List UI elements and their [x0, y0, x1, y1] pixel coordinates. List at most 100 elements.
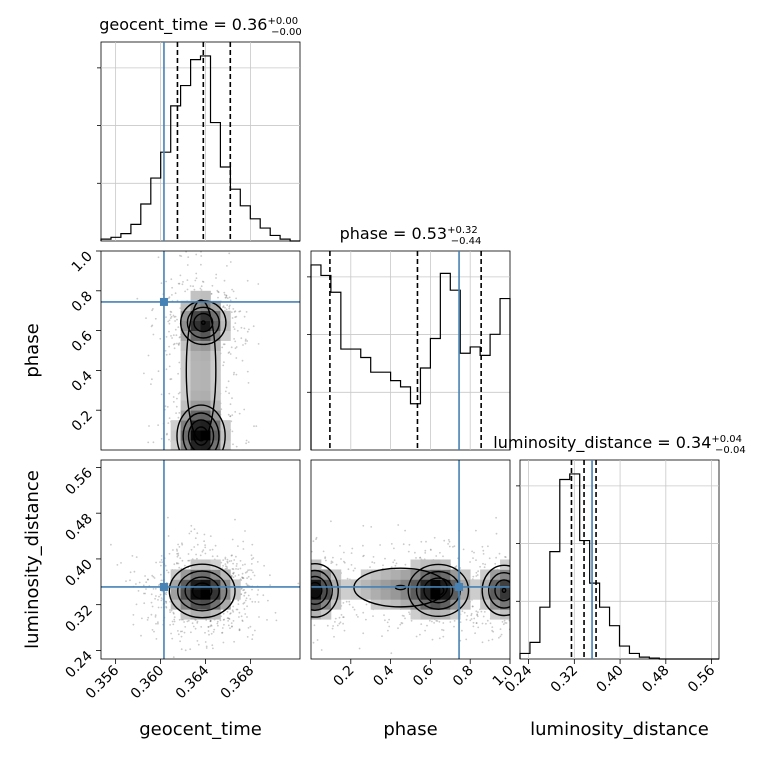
sample-point: [390, 566, 393, 568]
sample-point: [431, 638, 434, 641]
sample-point: [228, 296, 231, 299]
sample-point: [217, 624, 219, 627]
sample-point: [403, 615, 405, 617]
sample-point: [207, 456, 209, 458]
sample-point: [168, 319, 171, 322]
sample-point: [511, 608, 513, 610]
sample-point: [404, 563, 407, 566]
sample-point: [129, 571, 132, 574]
sample-point: [200, 263, 202, 266]
sample-point: [242, 577, 245, 580]
sample-point: [475, 622, 478, 624]
sample-point: [196, 557, 198, 560]
sample-point: [184, 450, 186, 452]
density-cell: [500, 599, 510, 610]
sample-point: [167, 535, 170, 537]
sample-point: [229, 415, 232, 418]
sample-point: [173, 620, 176, 623]
sample-point: [254, 629, 256, 632]
sample-point: [200, 289, 203, 291]
sample-point: [463, 611, 466, 614]
sample-point: [200, 285, 203, 288]
sample-point: [150, 325, 153, 328]
sample-point: [347, 568, 350, 571]
sample-point: [239, 310, 242, 313]
sample-point: [152, 575, 155, 578]
sample-point: [176, 562, 178, 565]
contour-line: [186, 306, 220, 339]
sample-point: [309, 616, 311, 618]
sample-point: [199, 554, 202, 557]
sample-point: [197, 454, 199, 456]
sample-point: [475, 622, 478, 624]
sample-point: [448, 545, 451, 548]
density-cell: [210, 440, 221, 450]
sample-point: [231, 609, 234, 612]
sample-point: [342, 602, 345, 604]
sample-point: [170, 609, 173, 612]
sample-point: [246, 340, 249, 342]
sample-point: [244, 338, 247, 341]
sample-point: [235, 315, 238, 318]
sample-point: [237, 568, 240, 570]
sample-point: [176, 550, 179, 552]
sample-point: [165, 316, 167, 318]
sample-point: [160, 393, 163, 396]
density-cell: [200, 430, 211, 441]
sample-point: [355, 614, 358, 616]
density-cell: [490, 569, 501, 580]
sample-point: [362, 524, 365, 527]
sample-point: [397, 524, 400, 526]
sample-point: [248, 328, 250, 331]
sample-point: [211, 555, 214, 558]
sample-point: [226, 304, 229, 306]
sample-point: [176, 397, 178, 400]
density-cell: [400, 569, 411, 580]
sample-point: [269, 574, 271, 577]
sample-point: [390, 543, 393, 545]
sample-point: [499, 635, 502, 638]
contour-line: [177, 570, 228, 612]
sample-point: [213, 628, 216, 631]
sample-point: [247, 584, 250, 587]
sample-point: [242, 344, 244, 346]
sample-point: [338, 616, 341, 619]
density-cell: [180, 599, 191, 610]
density-cell: [410, 559, 421, 570]
density-cell: [220, 599, 231, 610]
sample-point: [217, 291, 220, 294]
sample-point: [152, 441, 155, 444]
sample-point: [481, 545, 484, 548]
sample-point: [226, 617, 229, 619]
sample-point: [516, 593, 518, 595]
sample-point: [174, 292, 177, 295]
sample-point: [164, 247, 166, 249]
y-tick-label: 1.0: [69, 249, 96, 276]
sample-point: [246, 330, 249, 333]
sample-point: [201, 550, 204, 553]
sample-point: [228, 307, 231, 310]
sample-point: [233, 311, 236, 313]
panel-frame: [100, 41, 301, 242]
sample-point: [190, 548, 193, 551]
panel-frame: [100, 459, 301, 660]
sample-point: [176, 562, 178, 564]
sample-point: [183, 631, 186, 634]
sample-point: [195, 253, 198, 256]
sample-point: [169, 310, 172, 313]
sample-point: [263, 564, 265, 567]
hist-panel-luminosity_distance: luminosity_distance = 0.34+0.04 −0.04: [493, 433, 746, 660]
sample-point: [362, 632, 365, 635]
sample-point: [165, 593, 168, 596]
sample-point: [503, 619, 506, 622]
sample-point: [209, 625, 212, 628]
contour-line: [168, 563, 236, 619]
panel-title-luminosity_distance: luminosity_distance = 0.34+0.04 −0.04: [493, 433, 745, 456]
sample-point: [315, 536, 318, 539]
density-cell: [220, 569, 231, 580]
sample-point: [393, 559, 396, 561]
y-tick-label: 0.2: [69, 408, 96, 435]
sample-point: [274, 611, 277, 614]
sample-point: [205, 645, 208, 648]
sample-point: [151, 324, 154, 327]
